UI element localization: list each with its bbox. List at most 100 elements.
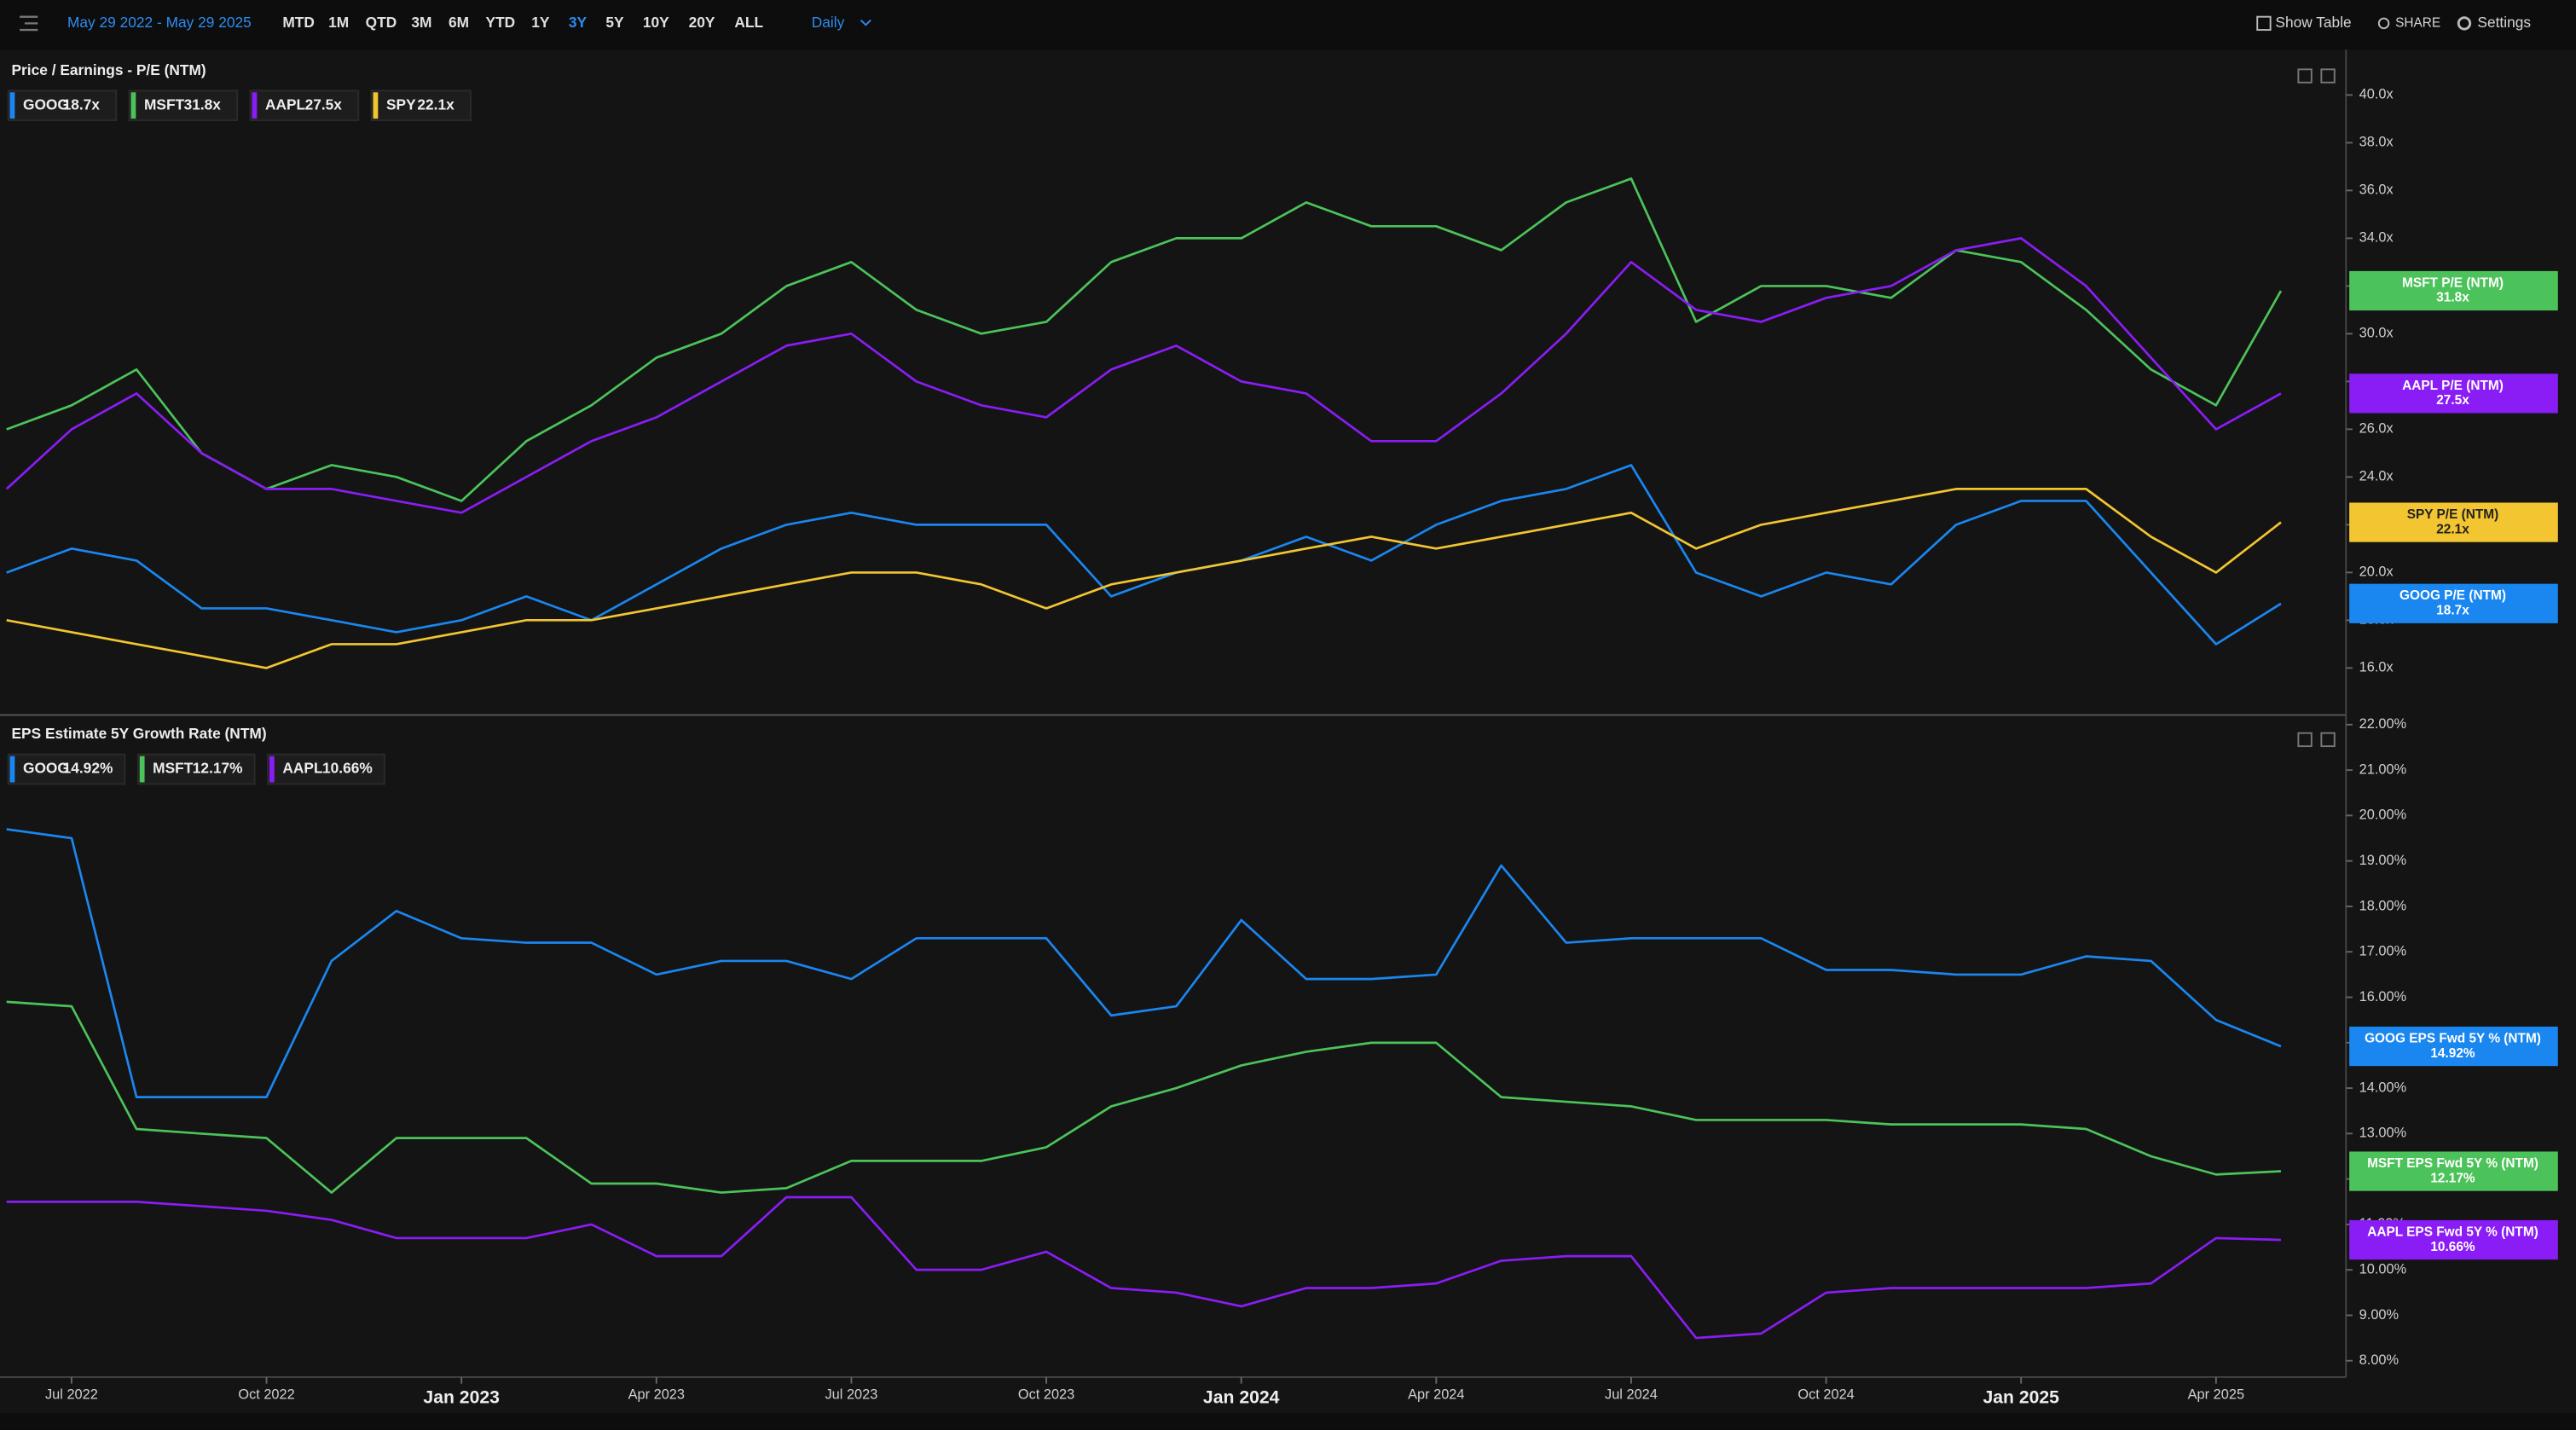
legend-name: MSFT (153, 760, 194, 777)
series-line (5, 237, 2282, 514)
series-line (6, 1000, 2282, 1194)
show-table[interactable]: Show Table (2275, 14, 2351, 31)
legend-chip[interactable] (7, 753, 126, 785)
settings[interactable]: Settings (2477, 14, 2531, 31)
panel-title: Price / Earnings - P/E (NTM) (11, 61, 206, 78)
y-tick-label: 19.00% (2359, 853, 2407, 868)
value-tag-name: GOOG P/E (NTM) (2399, 588, 2506, 603)
x-tick-label: Oct 2022 (238, 1387, 294, 1402)
legend-swatch (373, 92, 379, 119)
legend-chip[interactable] (128, 90, 239, 122)
range-button[interactable]: QTD (366, 14, 397, 31)
y-tick-label: 34.0x (2359, 230, 2394, 246)
settings-icon[interactable] (2457, 16, 2472, 31)
y-tick-label: 22.00% (2359, 716, 2407, 732)
range-button[interactable]: ALL (734, 14, 763, 31)
x-tick-label: Jan 2023 (423, 1388, 500, 1408)
range-button[interactable]: 6M (449, 14, 469, 31)
range-button[interactable]: YTD (486, 14, 516, 31)
y-tick-label: 16.0x (2359, 660, 2394, 675)
range-button[interactable]: 3M (411, 14, 431, 31)
legend-chip[interactable] (7, 90, 118, 122)
share[interactable]: SHARE (2395, 15, 2440, 30)
legend-swatch (9, 756, 15, 783)
legend-value: 27.5x (305, 96, 343, 113)
dropdown-icon[interactable] (860, 19, 871, 26)
chart-area (0, 49, 2576, 1414)
y-tick-label: 24.0x (2359, 469, 2394, 484)
value-tag-name: AAPL P/E (NTM) (2402, 379, 2504, 393)
x-tick-label: Apr 2023 (628, 1387, 685, 1402)
series-line (6, 488, 2282, 669)
panel-icons[interactable] (2297, 68, 2336, 748)
value-tag-value: 31.8x (2436, 291, 2469, 305)
range-button[interactable]: 5Y (605, 14, 624, 31)
y-tick-label: 30.0x (2359, 326, 2394, 341)
value-tag-value: 10.66% (2430, 1240, 2475, 1254)
legend-name: GOOG (23, 760, 69, 777)
legend-value: 10.66% (322, 760, 373, 777)
value-tag (2349, 502, 2558, 542)
legend-chip[interactable] (249, 90, 360, 122)
y-tick-label: 8.00% (2359, 1352, 2399, 1368)
range-button[interactable]: MTD (282, 14, 315, 31)
range-button[interactable]: 1Y (531, 14, 550, 31)
legend-swatch (252, 92, 258, 119)
x-tick-label: Jan 2025 (1983, 1388, 2059, 1408)
series-line (6, 828, 2282, 1098)
y-tick-label: 14.00% (2359, 1080, 2407, 1095)
legend-name: MSFT (144, 96, 185, 113)
x-tick-label: Oct 2023 (1018, 1387, 1074, 1402)
y-tick-label: 21.00% (2359, 761, 2407, 777)
value-tag (2349, 1026, 2558, 1067)
legend-value: 22.1x (417, 96, 454, 113)
menu-icon[interactable] (20, 15, 38, 32)
value-tag-name: SPY P/E (NTM) (2407, 507, 2499, 522)
y-tick-label: 26.0x (2359, 421, 2394, 437)
x-tick-label: Apr 2025 (2188, 1387, 2244, 1402)
y-tick-label: 10.00% (2359, 1262, 2407, 1277)
legend-value: 31.8x (184, 96, 222, 113)
legend-name: AAPL (282, 760, 323, 777)
value-tag-value: 14.92% (2430, 1046, 2475, 1061)
legend-value: 18.7x (63, 96, 101, 113)
value-tag-value: 18.7x (2436, 604, 2469, 618)
range-button[interactable]: 1M (328, 14, 349, 31)
date-range[interactable]: May 29 2022 - May 29 2025 (67, 14, 252, 31)
legend-chip[interactable] (370, 90, 472, 122)
y-tick-label: 9.00% (2359, 1307, 2399, 1323)
value-tag-value: 12.17% (2430, 1171, 2475, 1185)
value-tag (2349, 1151, 2558, 1191)
legend-swatch (9, 92, 15, 119)
legend-name: AAPL (265, 96, 306, 113)
x-tick-label: Jan 2024 (1203, 1388, 1280, 1408)
legend-swatch (269, 756, 275, 783)
legend-chip[interactable] (267, 753, 385, 785)
value-tag-name: MSFT EPS Fwd 5Y % (NTM) (2367, 1156, 2538, 1171)
interval[interactable]: Daily (812, 14, 845, 31)
x-tick-label: Jul 2023 (825, 1387, 878, 1402)
legend-value: 14.92% (63, 760, 113, 777)
range-button[interactable]: 20Y (689, 14, 715, 31)
legend-swatch (139, 756, 145, 783)
range-button[interactable]: 3Y (569, 14, 588, 31)
x-tick-label: Apr 2024 (1408, 1387, 1464, 1402)
range-button[interactable]: 10Y (643, 14, 669, 31)
value-tag (2349, 270, 2558, 311)
table-icon[interactable] (2256, 15, 2272, 32)
series-line (6, 1196, 2282, 1340)
y-tick-label: 18.00% (2359, 898, 2407, 913)
y-tick-label: 36.0x (2359, 182, 2394, 198)
x-tick-label: Jul 2024 (1605, 1387, 1658, 1402)
legend-name: SPY (386, 96, 416, 113)
y-tick-label: 20.0x (2359, 564, 2394, 580)
series-line (6, 464, 2282, 646)
share-icon[interactable] (2377, 17, 2390, 30)
value-tag-name: GOOG EPS Fwd 5Y % (NTM) (2365, 1031, 2541, 1045)
x-tick-label: Oct 2024 (1797, 1387, 1854, 1402)
legend-swatch (130, 92, 136, 119)
value-tag-name: AAPL EPS Fwd 5Y % (NTM) (2367, 1224, 2538, 1239)
legend-chip[interactable] (136, 753, 256, 785)
